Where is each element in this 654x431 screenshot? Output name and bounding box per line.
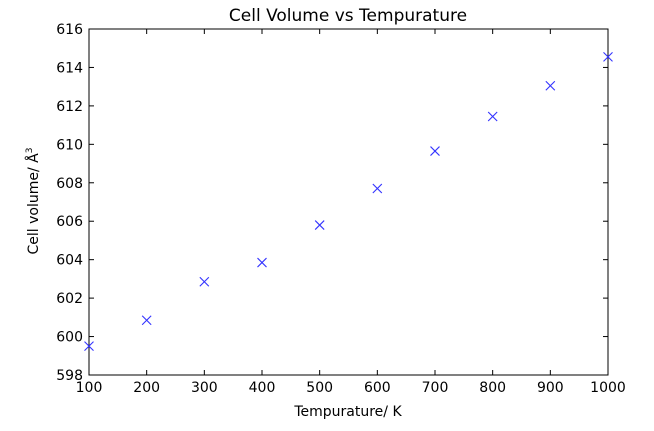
data-point-stroke [603,51,613,62]
x-tick-label: 900 [537,380,564,396]
y-tick-label: 600 [56,330,83,346]
data-point-stroke [199,276,210,287]
data-point [257,257,267,268]
data-point [603,51,613,62]
y-tick-label: 610 [56,137,83,153]
data-point-stroke [545,80,556,91]
axis-ticks: 100 200 300 400 500 600 700 800 900 1000 598 600 602… [56,22,626,396]
y-tick-label: 616 [56,22,83,38]
y-tick-label: 612 [56,99,83,115]
data-point [372,183,383,194]
data-point-stroke [430,146,440,156]
x-tick-label: 300 [191,380,218,396]
data-point-stroke [84,341,94,352]
chart-title: Cell Volume vs Tempurature [229,6,467,26]
data-point-stroke [372,183,383,194]
y-axis-label: Cell volume/ Å3 [25,148,42,255]
x-tick-label: 600 [364,380,391,396]
x-tick-label: 700 [422,380,449,396]
x-axis-label: Tempurature/ K [293,404,402,420]
data-point [314,220,325,230]
y-axis-label-text: Cell volume/ Å [25,153,42,255]
y-tick-label: 598 [56,368,83,384]
y-axis-label-superscript: 3 [25,148,35,154]
y-tick-label: 608 [56,176,83,192]
y-tick-label: 604 [56,253,83,269]
y-tick-label: 614 [56,60,83,76]
data-point-stroke [487,111,498,122]
data-point [199,276,210,287]
data-point-stroke [257,257,267,268]
y-tick-label: 606 [56,214,83,230]
x-tick-label: 200 [133,380,160,396]
data-point-stroke [314,220,325,230]
data-point [430,146,440,156]
x-tick-label: 500 [306,380,333,396]
data-point [141,315,152,326]
plot-area [88,28,609,376]
plot-frame [88,28,609,376]
x-tick-label: 100 [76,380,103,396]
x-tick-label: 400 [249,380,276,396]
x-tick-label: 1000 [590,380,626,396]
data-point [84,341,94,352]
y-tick-label: 602 [56,291,83,307]
data-points [84,51,613,352]
data-point [487,111,498,122]
x-tick-label: 800 [479,380,506,396]
data-point [545,80,556,91]
data-point-stroke [141,315,152,326]
